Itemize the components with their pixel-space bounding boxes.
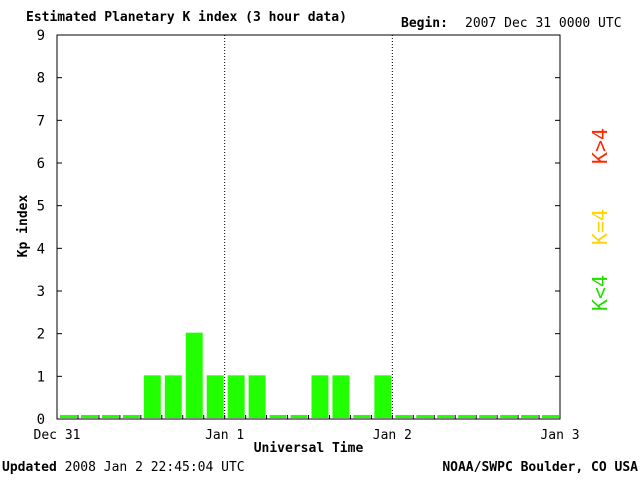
kp-bar: [122, 415, 140, 418]
legend-entry: K=4: [588, 209, 612, 245]
plot-frame: [56, 34, 561, 420]
updated-label: Updated: [2, 460, 57, 475]
kp-bar: [248, 375, 266, 418]
kp-bar: [416, 415, 434, 418]
kp-bar: [311, 375, 329, 418]
x-tick-label: Jan 2: [373, 428, 412, 443]
kp-bar: [206, 375, 224, 418]
y-tick-label: 5: [37, 199, 45, 215]
y-tick-label: 7: [37, 113, 45, 129]
begin-value: 2007 Dec 31 0000 UTC: [465, 16, 622, 31]
kp-bar: [227, 375, 245, 418]
x-tick-label: Dec 31: [34, 428, 81, 443]
updated-value: 2008 Jan 2 22:45:04 UTC: [64, 460, 245, 475]
kp-bar: [542, 415, 559, 418]
kp-bar: [80, 415, 98, 418]
y-tick-label: 2: [37, 327, 45, 343]
y-tick-label: 3: [37, 284, 45, 300]
kp-bar: [374, 375, 392, 418]
kp-bar: [143, 375, 161, 418]
kp-bar: [290, 415, 308, 418]
kp-bar: [269, 415, 287, 418]
kp-bar: [185, 332, 203, 418]
legend-entry: K>4: [588, 128, 612, 164]
y-tick-label: 4: [37, 241, 45, 257]
kp-bar: [458, 415, 476, 418]
x-tick-label: Jan 1: [205, 428, 244, 443]
kp-bar: [521, 415, 539, 418]
kp-bar: [500, 415, 518, 418]
chart-title: Estimated Planetary K index (3 hour data…: [26, 10, 347, 25]
y-axis-label: Kp index: [16, 195, 31, 258]
y-tick-label: 9: [37, 28, 45, 44]
y-tick-label: 1: [37, 369, 45, 385]
kp-bar: [479, 415, 497, 418]
kp-bar: [332, 375, 350, 418]
y-tick-label: 0: [37, 412, 45, 428]
kp-bar: [164, 375, 182, 418]
kp-bar: [60, 415, 77, 418]
legend-entry: K<4: [588, 275, 612, 311]
kp-bar: [437, 415, 455, 418]
y-tick-label: 6: [37, 156, 45, 172]
source-credit: NOAA/SWPC Boulder, CO USA: [442, 460, 638, 475]
kp-bar: [395, 415, 413, 418]
x-axis-label: Universal Time: [254, 441, 364, 456]
kp-bar: [101, 415, 119, 418]
kp-bar: [353, 415, 371, 418]
y-tick-label: 8: [37, 71, 45, 87]
updated-timestamp: Updated 2008 Jan 2 22:45:04 UTC: [2, 460, 245, 475]
x-tick-label: Jan 3: [540, 428, 579, 443]
begin-label: Begin:: [401, 16, 448, 31]
